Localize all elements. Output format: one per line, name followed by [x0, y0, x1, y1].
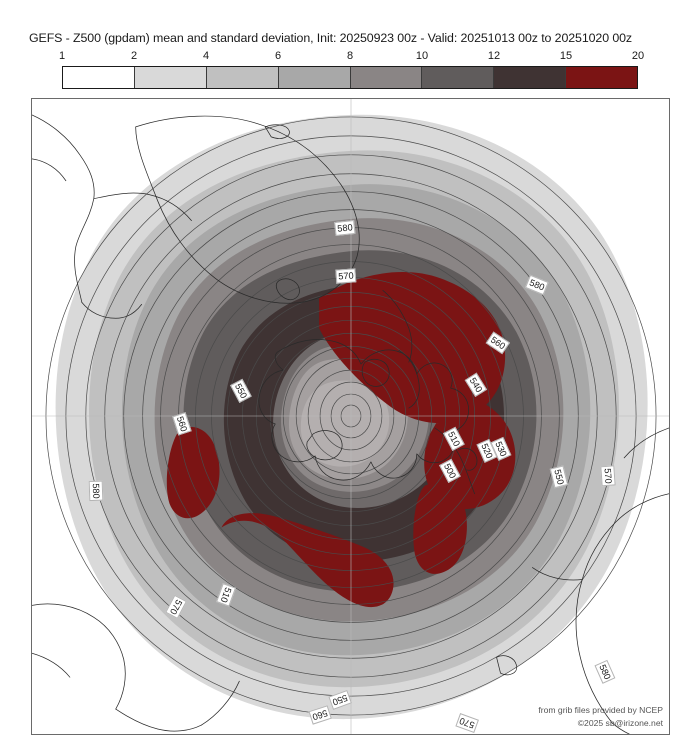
contour-label-570: 570 [335, 268, 357, 284]
sd-band-15-north [319, 272, 516, 510]
colorbar-tick-20: 20 [631, 50, 645, 62]
colorbar-tick-labels: 1 2 4 6 8 10 12 15 20 [58, 49, 644, 65]
contour-label-570: 570 [600, 465, 616, 487]
colorbar-segment-4 [278, 67, 351, 88]
colorbar-tick-15: 15 [559, 50, 573, 62]
colorbar-segment-3 [206, 67, 279, 88]
colorbar-segment-2 [134, 67, 207, 88]
polar-stereographic-map [32, 99, 669, 734]
contour-label-580: 580 [334, 219, 356, 237]
colorbar-tick-6: 6 [274, 50, 282, 62]
map-plot-area[interactable]: 580 580 570 560 540 550 560 510 520 530 500 550 570 5… [31, 98, 670, 735]
colorbar-tick-2: 2 [130, 50, 138, 62]
colorbar-segment-1 [63, 67, 135, 88]
colorbar-tick-4: 4 [202, 50, 210, 62]
colorbar-tick-1: 1 [58, 50, 66, 62]
colorbar-segment-5 [350, 67, 423, 88]
contour-label-580: 580 [88, 480, 104, 502]
colorbar-tick-8: 8 [346, 50, 354, 62]
page-title: GEFS - Z500 (gpdam) mean and standard de… [29, 31, 633, 45]
colorbar-segment-7 [494, 67, 567, 88]
colorbar-tick-12: 12 [487, 50, 501, 62]
colorbar-gradient [62, 66, 638, 89]
colorbar-legend: 1 2 4 6 8 10 12 15 20 [58, 49, 644, 93]
sd-band-15-south [221, 513, 394, 608]
colorbar-segment-8 [566, 67, 637, 88]
sd-band-15-west [166, 426, 220, 519]
graticule [32, 99, 669, 734]
colorbar-segment-6 [422, 67, 495, 88]
colorbar-tick-10: 10 [415, 50, 429, 62]
